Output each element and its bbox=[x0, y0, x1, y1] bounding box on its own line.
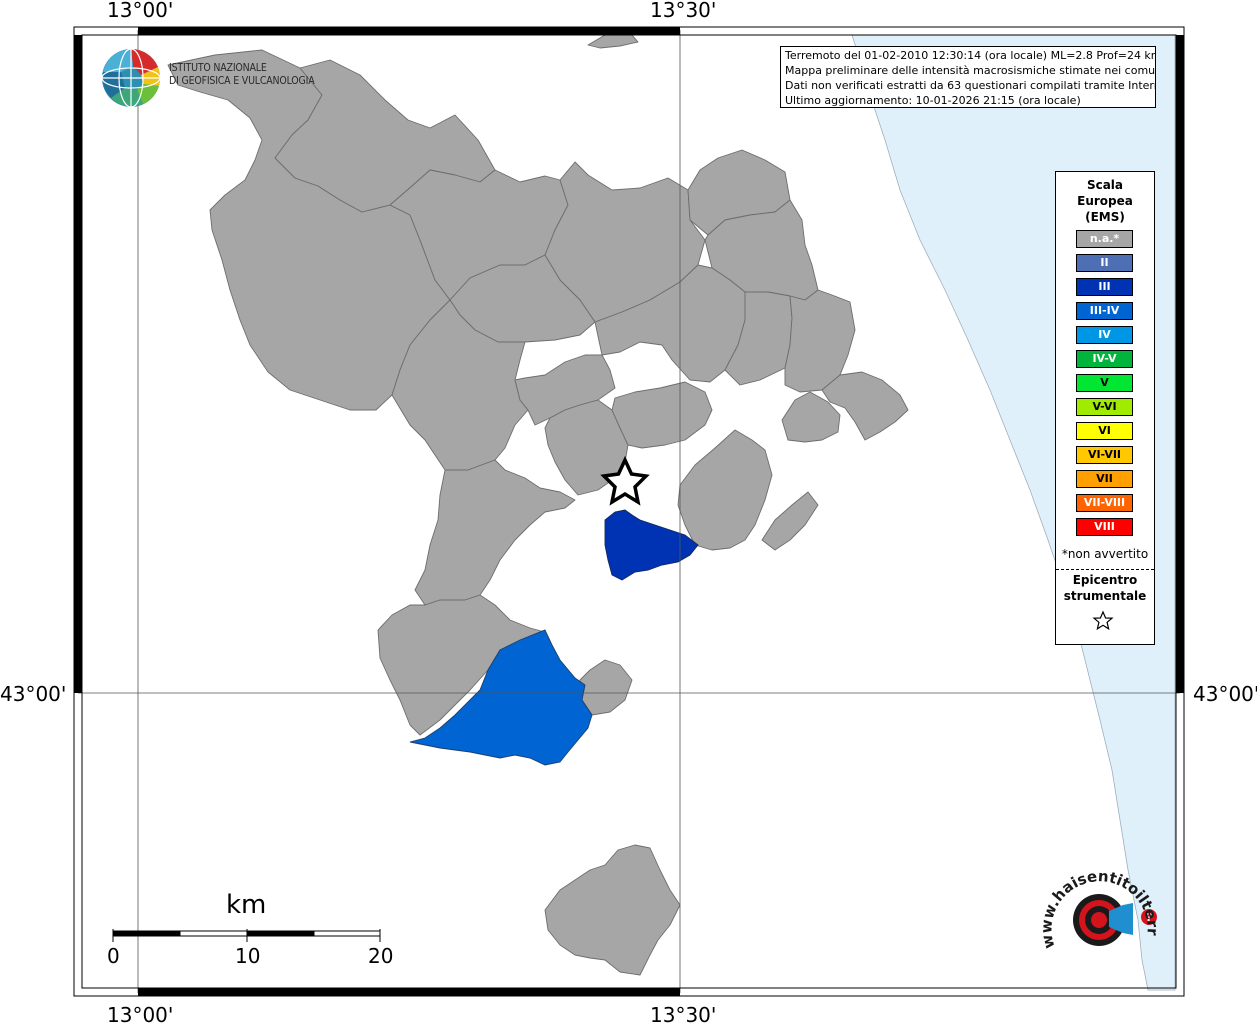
scale-bar bbox=[112, 929, 381, 942]
municipality-east-south bbox=[677, 429, 773, 551]
institute-name-line1: ISTITUTO NAZIONALE bbox=[169, 62, 267, 74]
legend-note: *non avvertito bbox=[1061, 547, 1149, 561]
epicenter-star bbox=[600, 455, 650, 506]
event-info-line3: Dati non verificati estratti da 63 quest… bbox=[785, 79, 1156, 92]
legend-item: VII bbox=[1076, 470, 1133, 488]
legend-epicenter-label: Epicentro strumentale bbox=[1056, 572, 1154, 604]
institute-name-line2: DI GEOFISICA E VULCANOLOGIA bbox=[169, 75, 315, 87]
legend-item: V-VI bbox=[1076, 398, 1133, 416]
scale-tick-20: 20 bbox=[368, 944, 394, 968]
event-info-line1: Terremoto del 01-02-2010 12:30:14 (ora l… bbox=[785, 49, 1156, 62]
haisentito-logo: ? www.haisentitoilterremoto.it bbox=[1037, 867, 1162, 950]
lon-label-top-right: 13°30' bbox=[650, 0, 717, 22]
municipalities-na bbox=[167, 34, 909, 976]
legend-item: VI bbox=[1076, 422, 1133, 440]
ingv-globe-logo bbox=[101, 48, 161, 108]
legend-epicenter-line2: strumentale bbox=[1063, 589, 1147, 603]
scale-tick-0: 0 bbox=[107, 944, 120, 968]
legend-item: V bbox=[1076, 374, 1133, 392]
event-info-line2: Mappa preliminare delle intensità macros… bbox=[785, 64, 1156, 77]
legend-item: n.a.* bbox=[1076, 230, 1133, 248]
legend-item: III bbox=[1076, 278, 1133, 296]
scale-tick-10: 10 bbox=[235, 944, 261, 968]
municipality-intensity-iii bbox=[604, 509, 699, 581]
lon-label-bottom-left: 13°00' bbox=[107, 1003, 174, 1027]
legend-item: VIII bbox=[1076, 518, 1133, 536]
legend-item: VII-VIII bbox=[1076, 494, 1133, 512]
legend-item: III-IV bbox=[1076, 302, 1133, 320]
legend-item: II bbox=[1076, 254, 1133, 272]
legend-title-line1: Scala bbox=[1086, 178, 1124, 192]
lon-label-top-left: 13°00' bbox=[107, 0, 174, 22]
legend-epicenter-line1: Epicentro bbox=[1072, 573, 1138, 587]
legend-title: Scala Europea (EMS) bbox=[1056, 177, 1154, 225]
legend-separator bbox=[1056, 569, 1154, 570]
municipality-east-d bbox=[781, 391, 841, 443]
legend-title-line3: (EMS) bbox=[1085, 210, 1125, 224]
municipality-east-c bbox=[821, 371, 909, 441]
svg-text:?: ? bbox=[1146, 911, 1152, 924]
event-info-box: Terremoto del 01-02-2010 12:30:14 (ora l… bbox=[780, 46, 1156, 108]
lat-label-right: 43°00' bbox=[1193, 682, 1257, 706]
municipality-southwest-a bbox=[414, 459, 576, 606]
municipality-intensity-iii-iv bbox=[409, 629, 593, 766]
scale-unit: km bbox=[226, 890, 267, 920]
legend-title-line2: Europea bbox=[1077, 194, 1133, 208]
municipality-center-a bbox=[514, 354, 616, 426]
legend-star-icon bbox=[1092, 610, 1114, 631]
legend-item: VI-VII bbox=[1076, 446, 1133, 464]
graticule bbox=[78, 30, 1180, 993]
municipality-center-c bbox=[611, 381, 713, 449]
legend-item: IV bbox=[1076, 326, 1133, 344]
lat-label-left: 43°00' bbox=[0, 682, 67, 706]
event-info-line4: Ultimo aggiornamento: 10-01-2026 21:15 (… bbox=[785, 94, 1081, 107]
intensity-legend: Scala Europea (EMS) n.a.* II III III-IV IV IV… bbox=[1055, 171, 1155, 645]
lon-label-bottom-right: 13°30' bbox=[650, 1003, 717, 1027]
institute-name: ISTITUTO NAZIONALE DI GEOFISICA E VULCAN… bbox=[169, 62, 315, 88]
legend-item: IV-V bbox=[1076, 350, 1133, 368]
municipality-far-south bbox=[544, 844, 681, 976]
municipality-east-south-b bbox=[761, 491, 819, 551]
